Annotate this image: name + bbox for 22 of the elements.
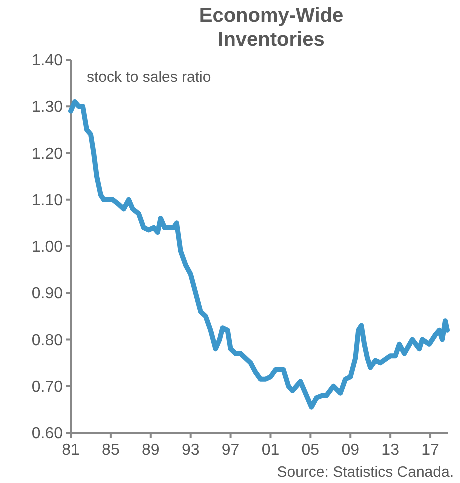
x-tick-label: 05 <box>302 442 320 459</box>
y-tick-label: 1.20 <box>32 146 64 163</box>
source-note: Source: Statistics Canada. <box>277 464 454 481</box>
y-tick-label: 1.40 <box>32 52 64 70</box>
y-tick-label: 0.60 <box>32 426 64 443</box>
y-tick-label: 1.30 <box>32 99 64 116</box>
chart-title: Economy-Wide Inventories <box>199 5 344 51</box>
y-tick-label: 1.10 <box>32 192 64 210</box>
y-tick-label: 0.70 <box>32 378 64 396</box>
x-tick-label: 93 <box>182 442 200 459</box>
annotation: stock to sales ratio <box>87 69 212 86</box>
x-tick-label: 97 <box>222 442 240 459</box>
y-tick-label: 0.90 <box>32 286 64 303</box>
x-tick-label: 81 <box>62 442 80 459</box>
x-tick-label: 01 <box>262 442 280 459</box>
y-tick-label: 1.00 <box>32 239 64 256</box>
x-tick-label: 85 <box>102 442 120 459</box>
x-tick-label: 13 <box>382 442 400 459</box>
x-tick-label: 17 <box>422 442 440 459</box>
x-tick-label: 09 <box>342 442 360 459</box>
x-tick-label: 89 <box>142 442 160 459</box>
y-tick-label: 0.80 <box>32 332 64 350</box>
